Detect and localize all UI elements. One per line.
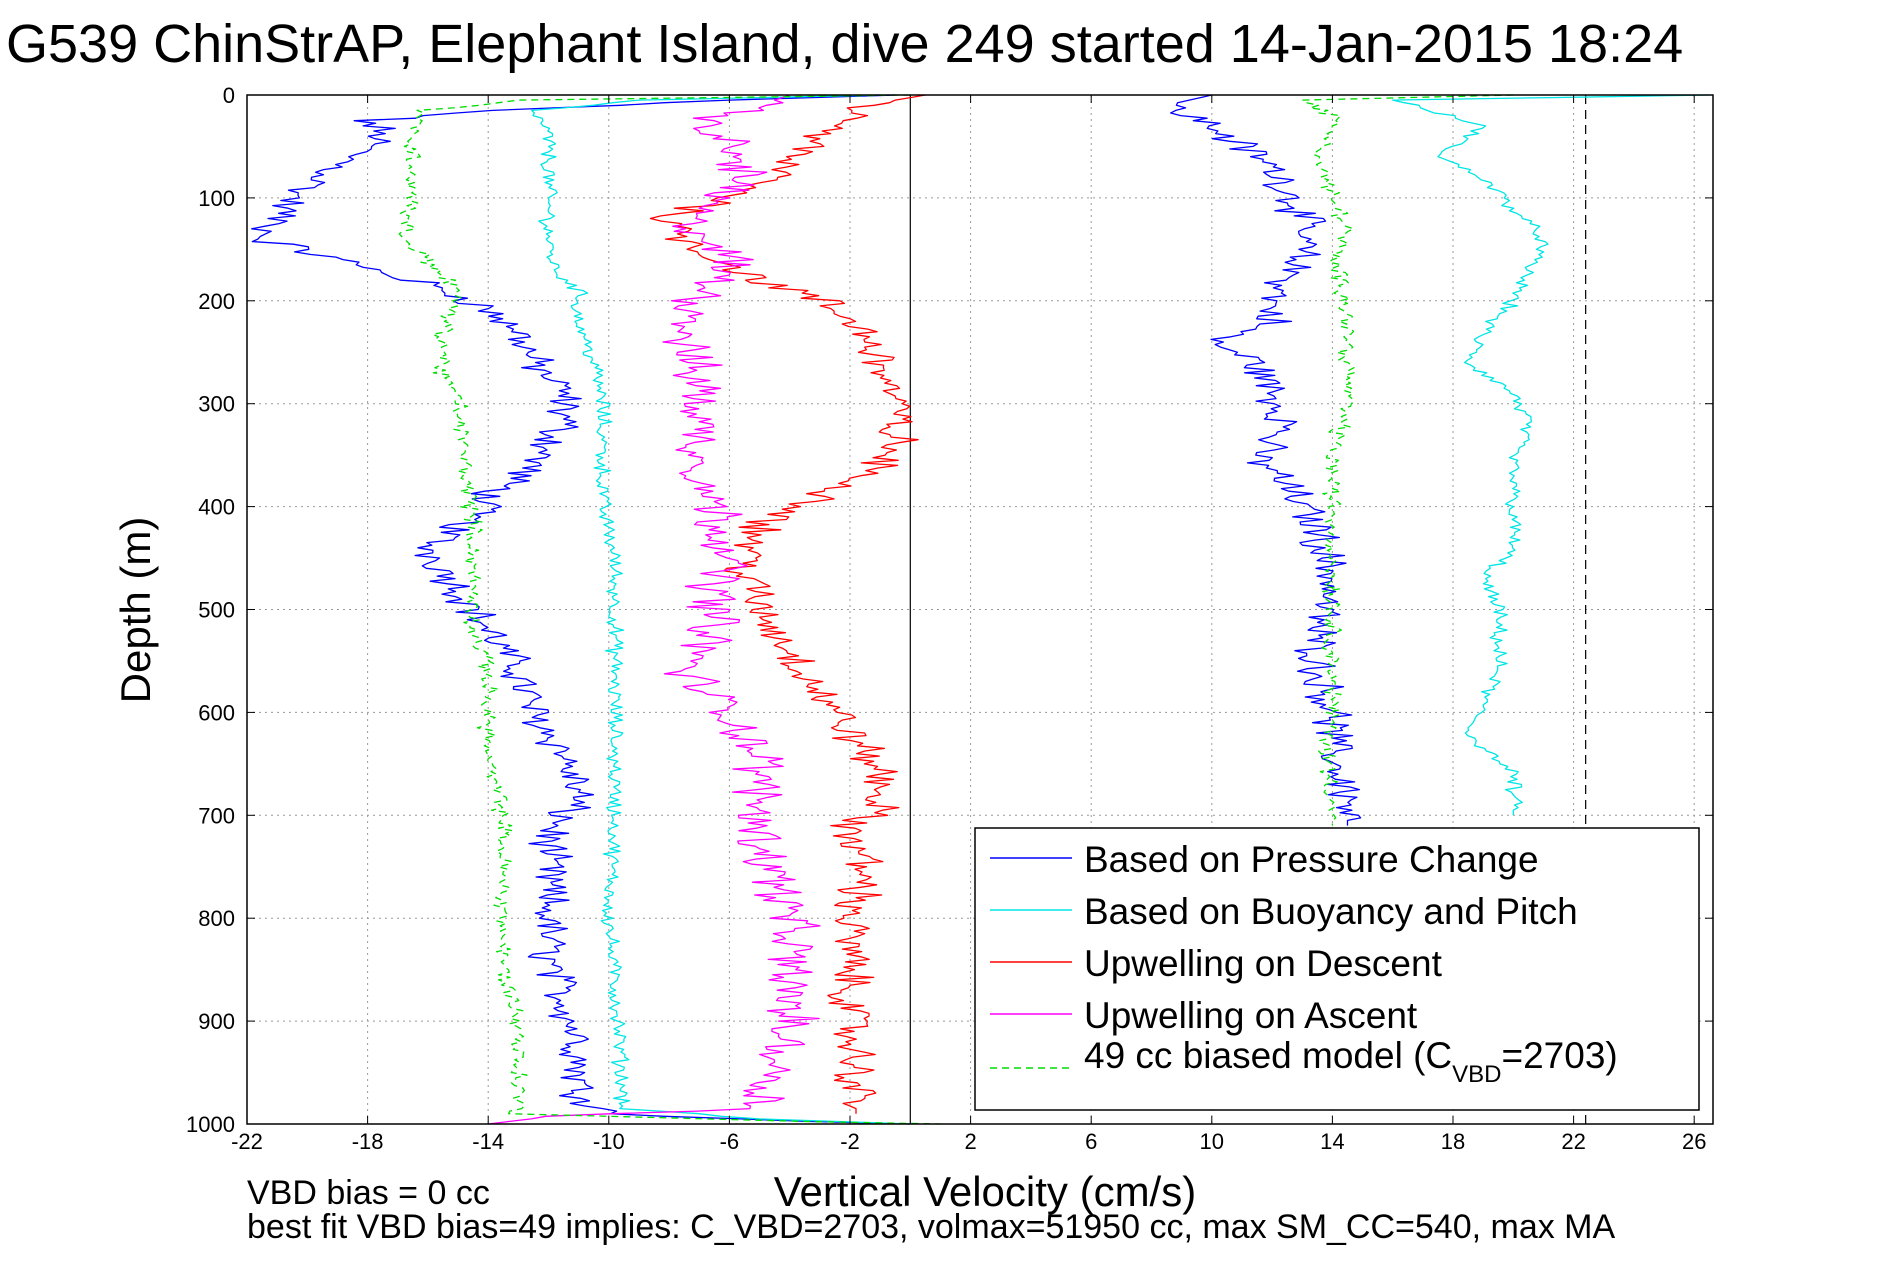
legend-label-biased-model-end: =2703) [1501, 1035, 1617, 1076]
legend-label-biased-model: 49 cc biased model (CVBD=2703) [1084, 1035, 1618, 1088]
series-line-4-segment-1 [1301, 94, 1514, 826]
x-tick-label: -6 [720, 1129, 740, 1154]
y-tick-label: 200 [198, 289, 235, 314]
series-lines [251, 94, 1710, 1125]
axis-ticks: -22 -18 -14 -10 -6 -2 2 6 10 14 18 22 26010020030040… [186, 83, 1713, 1154]
y-tick-label: 400 [198, 495, 235, 520]
x-tick-label: -2 [840, 1129, 860, 1154]
x-tick-label: 26 [1682, 1129, 1706, 1154]
legend-label-biased-model-subscript: VBD [1452, 1061, 1501, 1088]
x-tick-label: 10 [1200, 1129, 1224, 1154]
y-tick-label: 1000 [186, 1112, 235, 1137]
y-tick-label: 600 [198, 700, 235, 725]
legend-box [974, 827, 1700, 1111]
chart-title: G539 ChinStrAP, Elephant Island, dive 24… [6, 14, 1683, 74]
best-fit-note: best fit VBD bias=49 implies: C_VBD=2703… [247, 1208, 1616, 1246]
series-line-2-segment-0 [649, 94, 926, 1114]
x-axis-label: Vertical Velocity (cm/s) [774, 1168, 1196, 1215]
y-tick-label: 300 [198, 392, 235, 417]
y-tick-label: 100 [198, 186, 235, 211]
y-tick-label: 700 [198, 803, 235, 828]
legend-label-biased-model-main: 49 cc biased model (C [1084, 1035, 1452, 1076]
x-tick-label: -14 [472, 1129, 504, 1154]
series-line-1-segment-0 [530, 94, 911, 1125]
x-tick-label: -22 [231, 1129, 263, 1154]
legend-label-upwelling-descent: Upwelling on Descent [1084, 943, 1443, 984]
legend-label-pressure-change: Based on Pressure Change [1084, 839, 1539, 880]
y-tick-label: 900 [198, 1009, 235, 1034]
series-line-4-segment-0 [398, 94, 941, 1125]
y-tick-label: 0 [223, 83, 235, 108]
y-axis-label: Depth (m) [112, 517, 159, 704]
y-tick-label: 800 [198, 906, 235, 931]
legend-label-buoyancy-pitch: Based on Buoyancy and Pitch [1084, 891, 1578, 932]
x-tick-label: 6 [1085, 1129, 1097, 1154]
series-line-0-segment-1 [1170, 94, 1362, 826]
x-tick-label: 14 [1320, 1129, 1344, 1154]
legend-label-upwelling-ascent: Upwelling on Ascent [1084, 995, 1418, 1036]
y-tick-label: 500 [198, 598, 235, 623]
vbd-bias-note: VBD bias = 0 cc [247, 1174, 490, 1212]
legend: Based on Pressure Change Based on Buoyan… [974, 827, 1700, 1111]
series-line-1-segment-1 [1392, 94, 1710, 816]
x-tick-label: 18 [1441, 1129, 1465, 1154]
x-tick-label: -18 [352, 1129, 384, 1154]
x-tick-label: 2 [964, 1129, 976, 1154]
series-line-0-segment-0 [251, 94, 911, 1125]
series-line-3-segment-0 [488, 94, 821, 1125]
x-tick-label: -10 [593, 1129, 625, 1154]
x-tick-label: 22 [1561, 1129, 1585, 1154]
